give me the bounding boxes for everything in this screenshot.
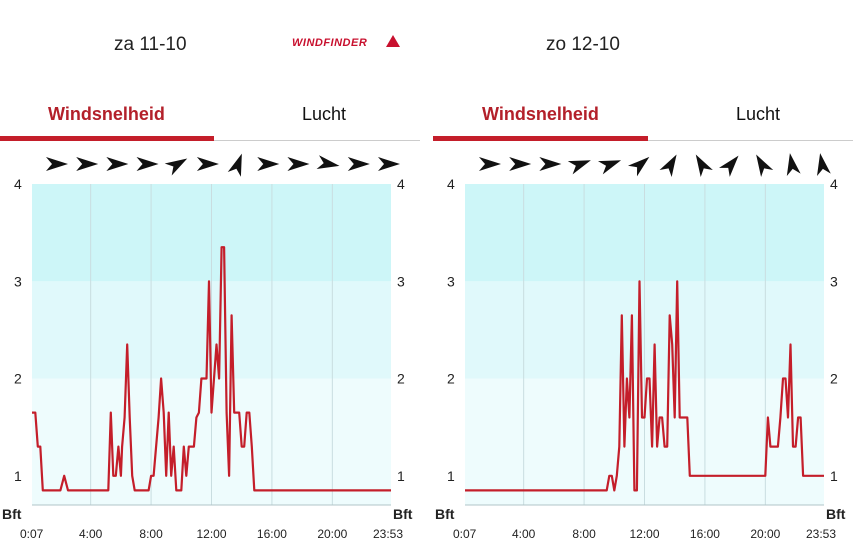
wind-direction-arrow: [106, 157, 129, 171]
wind-direction-arrow: [817, 153, 831, 177]
x-tick-label: 0:07: [20, 527, 44, 541]
y-tick-label-right: 2: [830, 371, 838, 387]
x-tick-label: 12:00: [629, 527, 659, 541]
wind-direction-arrow: [76, 157, 99, 171]
tab-active-indicator: [433, 136, 648, 141]
date-label: za 11-10: [114, 34, 187, 55]
y-tick-label-right: 3: [397, 273, 405, 289]
wind-speed-line: [32, 246, 391, 492]
wind-direction-arrow: [539, 157, 562, 171]
date-label: zo 12-10: [546, 34, 620, 55]
y-tick-label-left: 3: [14, 273, 22, 289]
x-tick-label: 16:00: [690, 527, 720, 541]
y-tick-label-right: 1: [830, 468, 838, 484]
wind-direction-arrow: [316, 155, 340, 169]
x-tick-label: 20:00: [317, 527, 347, 541]
wind-direction-arrow: [46, 157, 68, 171]
y-tick-label-left: 1: [14, 468, 22, 484]
wind-direction-arrow: [627, 156, 650, 177]
wind-direction-arrow: [287, 157, 310, 171]
x-tick-label: 0:07: [453, 527, 477, 541]
y-tick-label-right: 2: [397, 371, 405, 387]
wind-direction-arrow: [567, 160, 591, 175]
panel-sunday: zo 12-10 Windsnelheid Lucht 1 1 2 2 3 3 4 4 Bft B…: [427, 0, 853, 548]
wind-direction-arrow: [136, 157, 159, 171]
wind-direction-arrow: [479, 157, 501, 171]
y-tick-label-left: 4: [14, 176, 22, 192]
y-tick-label-left: 1: [447, 468, 455, 484]
y-axis-unit-left: Bft: [435, 506, 455, 522]
wind-direction-arrow: [597, 160, 622, 175]
y-tick-label-right: 3: [830, 273, 838, 289]
y-tick-label-right: 4: [397, 176, 405, 192]
wind-direction-arrow: [378, 157, 400, 171]
y-tick-label-left: 4: [447, 176, 455, 192]
panel-saturday: za 11-10 WINDFINDER Windsnelheid Lucht 1…: [0, 0, 426, 548]
y-axis-unit-left: Bft: [2, 506, 22, 522]
tab-windsnelheid[interactable]: Windsnelheid: [48, 104, 165, 124]
wind-chart: 1 1 2 2 3 3 4 4 Bft Bft 0:07 4:00 8:00 12:00 16:00 20:0…: [2, 153, 413, 541]
y-tick-label-left: 2: [14, 371, 22, 387]
tab-lucht[interactable]: Lucht: [736, 104, 781, 124]
y-tick-label-left: 3: [447, 273, 455, 289]
wind-speed-line: [465, 280, 824, 492]
wind-direction-arrow: [719, 155, 739, 177]
x-tick-label: 12:00: [196, 527, 226, 541]
wind-direction-arrow: [227, 153, 242, 177]
wind-direction-arrow: [347, 157, 370, 171]
wind-direction-arrow: [196, 157, 219, 171]
wind-direction-arrow: [164, 158, 188, 176]
wind-direction-arrow: [695, 154, 713, 178]
tab-active-indicator: [0, 136, 214, 141]
windfinder-logo: WINDFINDER: [292, 37, 368, 49]
wind-chart: 1 1 2 2 3 3 4 4 Bft Bft 0:07 4:00 8:00 12:00 16:00 20:0…: [435, 153, 846, 541]
y-tick-label-left: 2: [447, 371, 455, 387]
y-axis-unit-right: Bft: [826, 506, 846, 522]
y-tick-label-right: 1: [397, 468, 405, 484]
wind-direction-arrow: [659, 154, 677, 178]
wind-direction-arrow: [786, 153, 801, 177]
wind-direction-arrow: [509, 157, 532, 171]
x-tick-label: 16:00: [257, 527, 287, 541]
x-tick-label: 23:53: [373, 527, 403, 541]
tab-windsnelheid[interactable]: Windsnelheid: [482, 104, 599, 124]
y-axis-unit-right: Bft: [393, 506, 413, 522]
tab-lucht[interactable]: Lucht: [302, 104, 347, 124]
wind-direction-arrow: [756, 154, 774, 178]
wind-direction-arrow: [257, 157, 280, 171]
x-tick-label: 4:00: [79, 527, 103, 541]
x-tick-label: 4:00: [512, 527, 536, 541]
x-tick-label: 8:00: [572, 527, 596, 541]
x-tick-label: 8:00: [139, 527, 163, 541]
x-tick-label: 20:00: [750, 527, 780, 541]
x-tick-label: 23:53: [806, 527, 836, 541]
windfinder-logo-icon: [386, 35, 400, 47]
y-tick-label-right: 4: [830, 176, 838, 192]
